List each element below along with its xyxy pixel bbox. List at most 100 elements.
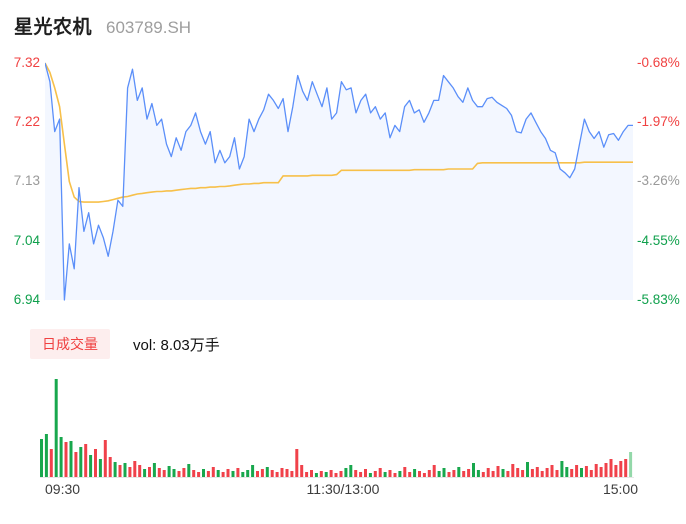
volume-bar — [629, 452, 633, 477]
volume-bar — [128, 467, 132, 477]
volume-bar — [619, 461, 623, 477]
volume-bar — [79, 447, 83, 477]
volume-bar — [290, 471, 294, 477]
volume-bar — [89, 455, 93, 477]
volume-bar — [535, 467, 539, 477]
volume-bar — [570, 469, 574, 477]
volume-bar — [69, 441, 73, 477]
volume-bar — [103, 440, 107, 477]
x-label-close: 15:00 — [602, 481, 638, 497]
volume-bar — [388, 470, 392, 477]
volume-bar — [437, 471, 441, 477]
volume-bar — [285, 469, 289, 477]
pct-tick-low: -5.83% — [637, 292, 680, 307]
volume-bar — [560, 461, 564, 477]
daily-volume-badge[interactable]: 日成交量 — [30, 329, 110, 359]
volume-bar — [413, 469, 417, 477]
volume-bar — [295, 449, 299, 477]
volume-bar — [501, 469, 505, 477]
volume-bar — [206, 471, 210, 477]
volume-bar — [182, 468, 186, 477]
volume-bar — [555, 470, 559, 477]
price-tick-mid: 7.13 — [13, 173, 40, 188]
volume-bar — [575, 465, 579, 477]
volume-bar — [202, 469, 205, 477]
volume-bar — [187, 464, 191, 477]
volume-bar — [599, 467, 603, 477]
volume-bar — [418, 471, 421, 477]
volume-bar — [236, 468, 240, 477]
volume-bar — [177, 471, 181, 477]
volume-bar — [162, 470, 166, 477]
x-label-open: 09:30 — [45, 481, 81, 497]
volume-bar — [403, 467, 407, 477]
volume-bar — [270, 470, 274, 477]
volume-bar — [256, 471, 259, 477]
volume-bar — [364, 469, 367, 477]
stock-code: 603789.SH — [106, 18, 192, 37]
volume-bar — [452, 470, 456, 477]
volume-bar — [94, 449, 97, 477]
volume-bar — [442, 468, 446, 477]
volume-bar — [467, 469, 471, 477]
pct-tick-mid: -3.26% — [637, 173, 680, 188]
volume-bar — [118, 465, 122, 477]
volume-bar — [545, 468, 549, 477]
volume-bar — [319, 471, 323, 477]
volume-bar — [506, 471, 510, 477]
volume-bar — [157, 468, 161, 477]
volume-bar — [98, 459, 102, 477]
volume-bar — [64, 442, 68, 477]
volume-value-text: vol: 8.03万手 — [133, 336, 220, 354]
volume-bar — [516, 468, 520, 477]
volume-bar — [300, 465, 304, 477]
volume-bar-chart[interactable] — [40, 375, 634, 477]
volume-bar — [368, 473, 372, 477]
volume-bar — [108, 457, 112, 477]
volume-bar — [457, 467, 461, 477]
volume-bar — [329, 470, 333, 477]
volume-bar — [476, 470, 480, 477]
volume-bar — [143, 469, 147, 477]
volume-bar — [462, 471, 466, 477]
volume-bar — [550, 465, 554, 477]
volume-bar — [383, 472, 387, 477]
volume-bar — [231, 471, 235, 477]
volume-bar — [172, 469, 176, 477]
volume-bar — [241, 472, 245, 477]
volume-bar — [221, 472, 225, 477]
stock-name: 星光农机 — [14, 17, 93, 38]
volume-bar — [496, 466, 500, 477]
pct-tick-2: -1.97% — [637, 114, 680, 129]
volume-bar — [349, 465, 353, 477]
volume-bar — [310, 470, 313, 477]
volume-bar — [393, 473, 397, 477]
volume-bar — [511, 464, 515, 477]
volume-bar — [275, 472, 279, 477]
volume-bar — [540, 471, 544, 477]
volume-bar — [609, 459, 613, 477]
price-pane: 7.32 7.22 7.13 7.04 6.94 -0.68% -1.97% -… — [0, 56, 686, 314]
x-axis-line — [40, 477, 634, 478]
volume-legend-row: 日成交量 vol: 8.03万手 — [30, 329, 220, 359]
price-tick-low: 6.94 — [13, 292, 40, 307]
volume-bar — [339, 471, 343, 477]
volume-bar — [192, 470, 196, 477]
price-line-chart[interactable] — [45, 56, 633, 308]
volume-bar — [138, 465, 142, 477]
volume-bar — [378, 468, 382, 477]
volume-bar — [49, 449, 53, 477]
volume-bar — [305, 472, 309, 477]
volume-bar — [84, 444, 88, 477]
volume-bar — [251, 465, 255, 477]
volume-bar — [521, 470, 525, 477]
volume-bar — [447, 472, 451, 477]
volume-bar — [54, 379, 58, 477]
volume-bar — [580, 468, 583, 477]
volume-bar — [472, 463, 475, 477]
pct-tick-high: -0.68% — [637, 55, 680, 70]
price-tick-high: 7.32 — [13, 55, 40, 70]
x-label-midday: 11:30/13:00 — [306, 481, 380, 497]
volume-bar — [334, 473, 338, 477]
